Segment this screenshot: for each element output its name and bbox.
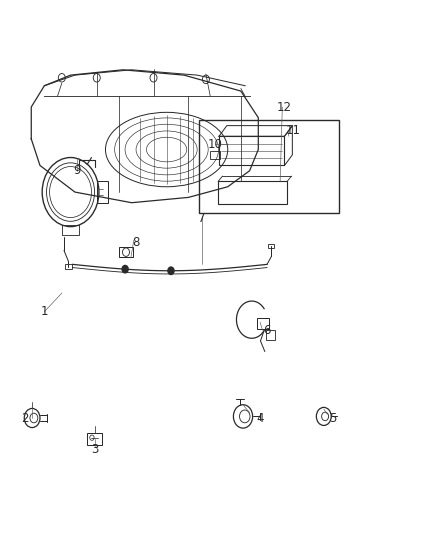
Bar (199, 120, 339, 213)
Circle shape (122, 265, 128, 273)
Bar (266, 330, 276, 340)
Bar (257, 318, 269, 329)
Bar (218, 181, 287, 204)
Bar (87, 433, 102, 445)
Text: 11: 11 (286, 124, 301, 138)
Bar (219, 136, 285, 165)
Text: 6: 6 (263, 324, 271, 337)
Bar (97, 181, 108, 203)
Bar (120, 247, 133, 257)
Text: 3: 3 (91, 443, 98, 456)
Text: 5: 5 (329, 411, 336, 424)
Text: 12: 12 (277, 101, 292, 114)
Text: 4: 4 (257, 411, 264, 424)
Circle shape (168, 267, 174, 274)
Bar (210, 151, 220, 159)
Bar (65, 264, 72, 269)
Text: 9: 9 (73, 164, 81, 177)
Text: 7: 7 (198, 212, 205, 225)
Text: 8: 8 (132, 236, 140, 249)
Bar (62, 225, 79, 235)
Bar (268, 244, 274, 248)
Text: 2: 2 (21, 411, 28, 424)
Text: 10: 10 (207, 138, 222, 151)
Text: 1: 1 (41, 305, 48, 318)
